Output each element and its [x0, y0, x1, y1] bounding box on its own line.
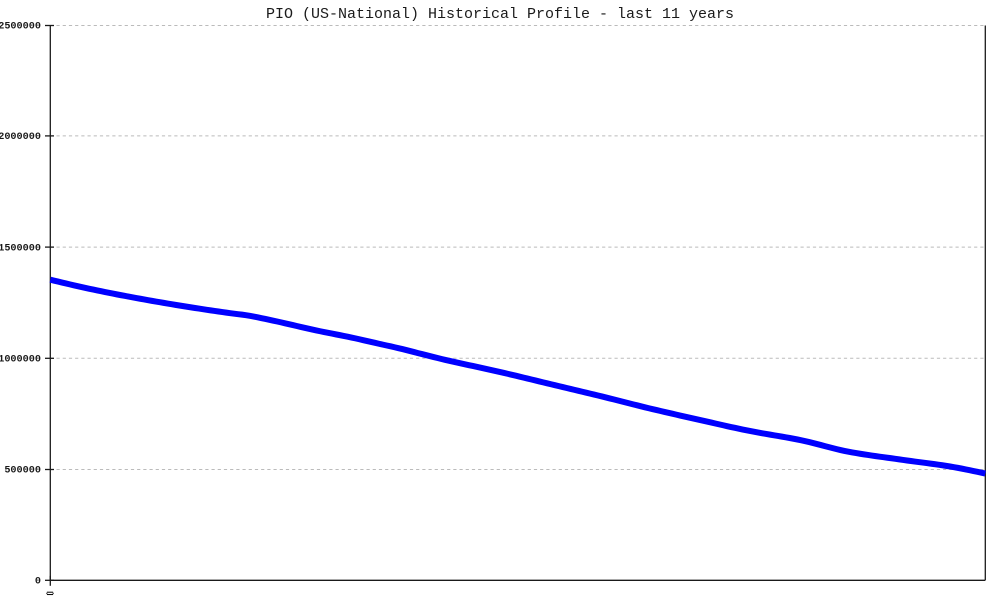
svg-text:500000: 500000	[4, 466, 41, 477]
svg-text:1000000: 1000000	[0, 355, 41, 366]
svg-text:1500000: 1500000	[0, 243, 41, 254]
svg-text:0: 0	[35, 577, 41, 588]
svg-text:2000000: 2000000	[0, 132, 41, 143]
svg-text:2500000: 2500000	[0, 22, 41, 33]
